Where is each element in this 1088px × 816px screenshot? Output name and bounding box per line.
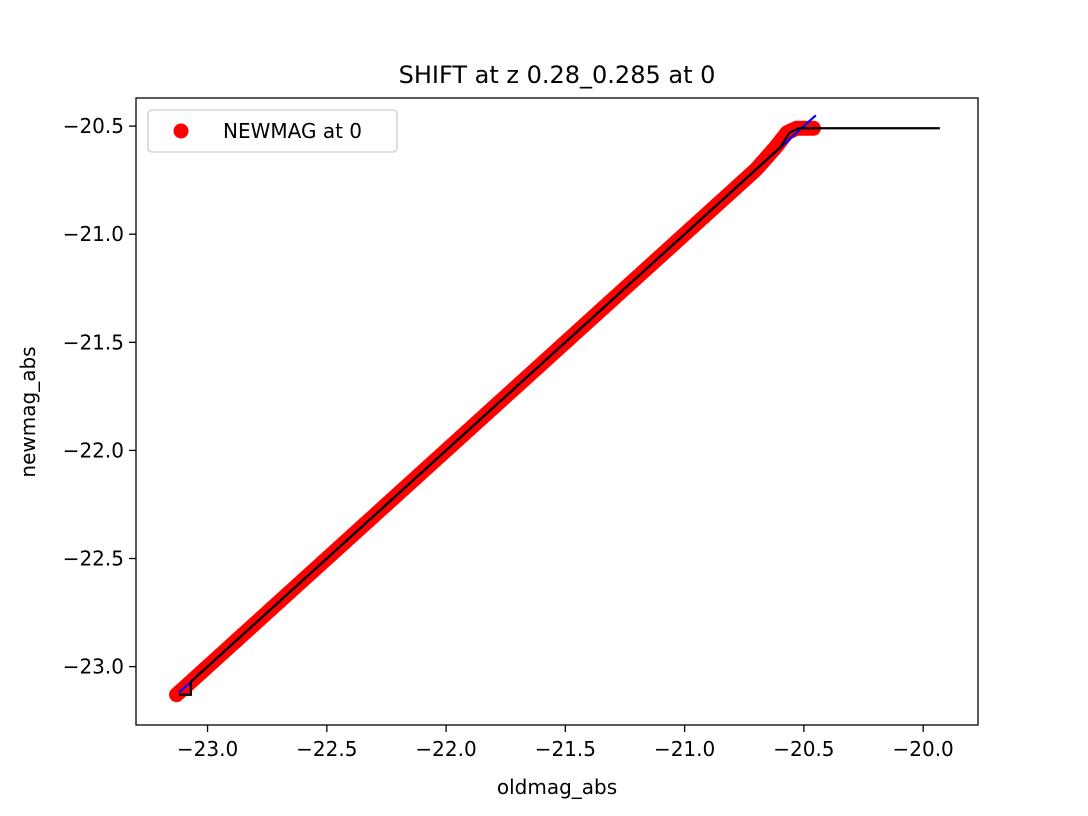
x-tick-label: −23.0 <box>177 737 238 761</box>
series-layer <box>169 114 940 703</box>
x-tick-label: −21.5 <box>535 737 596 761</box>
y-axis: −23.0 −22.5 −22.0 −21.5 −21.0 −20.5 <box>63 114 136 679</box>
legend: NEWMAG at 0 <box>147 109 398 153</box>
x-tick-label: −21.0 <box>654 737 715 761</box>
plot-background <box>136 98 978 725</box>
x-tick-label: −20.5 <box>773 737 834 761</box>
x-axis-label: oldmag_abs <box>497 775 617 799</box>
y-tick-label: −22.0 <box>63 438 124 462</box>
x-tick-label: −20.0 <box>892 737 953 761</box>
y-tick-label: −22.5 <box>63 547 124 571</box>
chart-title: SHIFT at z 0.28_0.285 at 0 <box>399 61 716 89</box>
y-tick-label: −23.0 <box>63 655 124 679</box>
y-tick-label: −21.5 <box>63 330 124 354</box>
plot-area <box>135 97 979 726</box>
y-tick-label: −20.5 <box>63 114 124 138</box>
plot-frame <box>135 97 979 726</box>
black-reference-line <box>178 127 940 696</box>
y-axis-label: newmag_abs <box>16 346 40 477</box>
legend-box <box>147 109 398 153</box>
legend-entry: NEWMAG at 0 <box>223 119 362 143</box>
y-tick-label: −21.0 <box>63 222 124 246</box>
legend-marker <box>173 123 189 139</box>
x-axis: −23.0 −22.5 −22.0 −21.5 −21.0 −20.5 −20.0 <box>177 725 954 761</box>
x-tick-label: −22.0 <box>415 737 476 761</box>
x-tick-label: −22.5 <box>296 737 357 761</box>
